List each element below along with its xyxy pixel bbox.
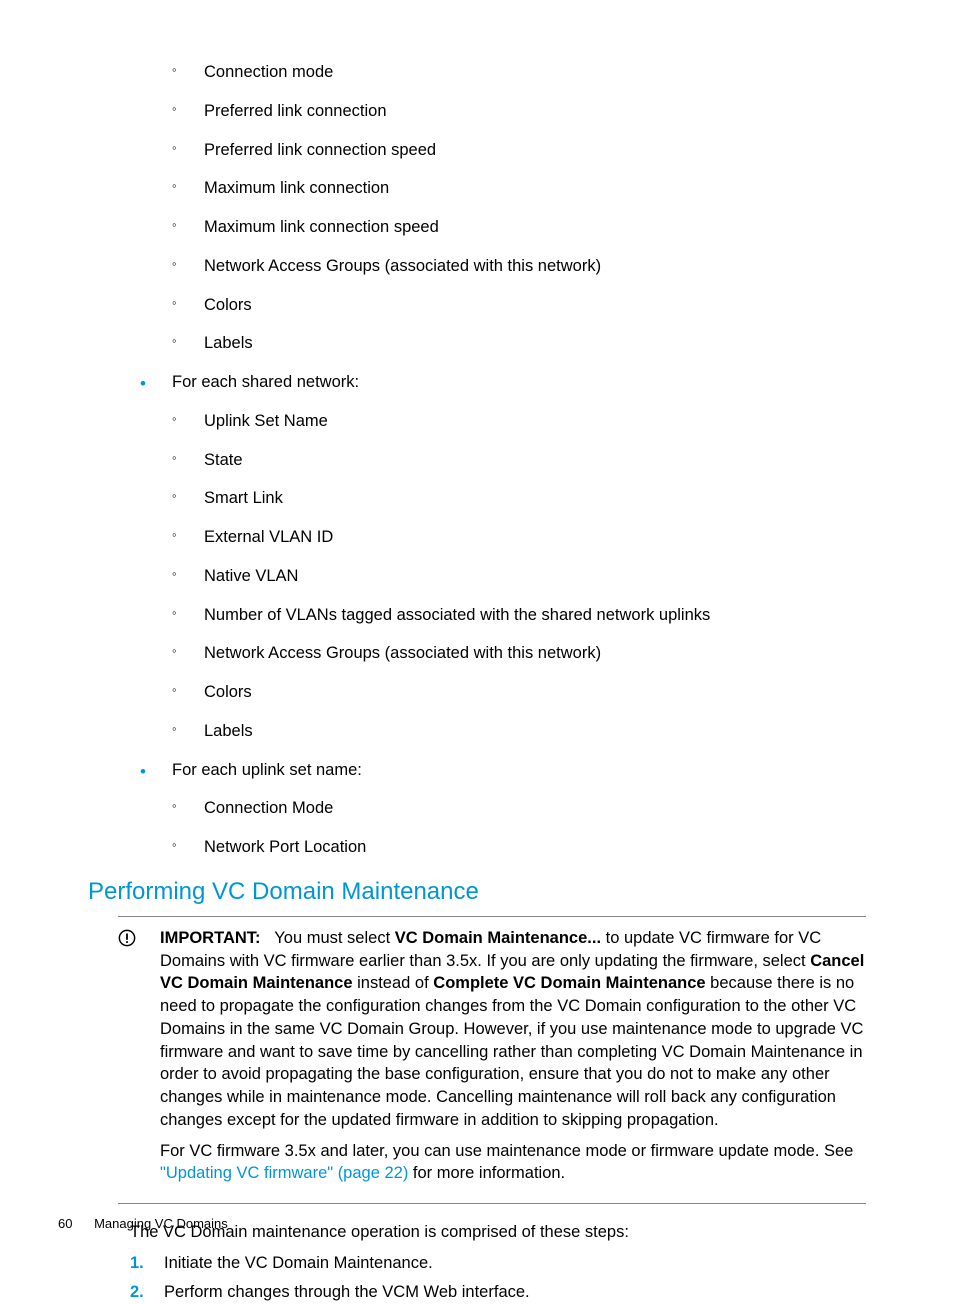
page-content: Connection mode Preferred link connectio… (88, 60, 866, 1304)
list-item: Colors (172, 680, 866, 705)
list-item: Maximum link connection speed (172, 215, 866, 240)
list-item: Colors (172, 293, 866, 318)
list-item: Preferred link connection speed (172, 138, 866, 163)
important-box: IMPORTANT: You must select VC Domain Mai… (118, 916, 866, 1204)
step-item: 2. Perform changes through the VCM Web i… (130, 1280, 866, 1304)
list-item-uplink-set: For each uplink set name: (140, 758, 866, 783)
list-item: Network Port Location (172, 835, 866, 860)
bold-text: Complete VC Domain Maintenance (433, 974, 705, 992)
chapter-title: Managing VC Domains (94, 1216, 228, 1231)
section-heading: Performing VC Domain Maintenance (88, 878, 866, 906)
list-item: Connection mode (172, 60, 866, 85)
steps-list: 1. Initiate the VC Domain Maintenance. 2… (130, 1251, 866, 1304)
text: for more information. (408, 1164, 565, 1182)
important-text: IMPORTANT: You must select VC Domain Mai… (160, 927, 866, 1193)
link-updating-vc-firmware[interactable]: "Updating VC firmware" (page 22) (160, 1164, 408, 1182)
text: You must select (274, 929, 394, 947)
page-footer: 60 Managing VC Domains (58, 1216, 228, 1231)
list-item: External VLAN ID (172, 525, 866, 550)
text: For VC firmware 3.5x and later, you can … (160, 1142, 853, 1160)
text: because there is no need to propagate th… (160, 974, 863, 1129)
list-item: State (172, 448, 866, 473)
list-item: Network Access Groups (associated with t… (172, 254, 866, 279)
list-item: Labels (172, 719, 866, 744)
list-item: Connection Mode (172, 796, 866, 821)
text: instead of (353, 974, 434, 992)
body-paragraph: The VC Domain maintenance operation is c… (130, 1220, 866, 1245)
list-item: Uplink Set Name (172, 409, 866, 434)
list-item: Maximum link connection (172, 176, 866, 201)
step-number: 1. (130, 1251, 144, 1276)
list-item: Number of VLANs tagged associated with t… (172, 603, 866, 628)
page-number: 60 (58, 1216, 72, 1231)
sublist-group1: Connection mode Preferred link connectio… (88, 60, 866, 356)
outer-list-2: For each shared network: (88, 370, 866, 395)
bold-text: VC Domain Maintenance... (395, 929, 601, 947)
list-item: Native VLAN (172, 564, 866, 589)
step-text: Initiate the VC Domain Maintenance. (164, 1254, 433, 1272)
sublist-group3: Connection Mode Network Port Location (88, 796, 866, 860)
important-icon (118, 929, 136, 947)
list-item: Network Access Groups (associated with t… (172, 641, 866, 666)
list-item: Preferred link connection (172, 99, 866, 124)
important-label: IMPORTANT: (160, 929, 261, 947)
list-item-shared-network: For each shared network: (140, 370, 866, 395)
step-item: 1. Initiate the VC Domain Maintenance. (130, 1251, 866, 1276)
step-number: 2. (130, 1280, 144, 1304)
outer-list-3: For each uplink set name: (88, 758, 866, 783)
list-item: Labels (172, 331, 866, 356)
step-text: Perform changes through the VCM Web inte… (164, 1283, 530, 1301)
sublist-group2: Uplink Set Name State Smart Link Externa… (88, 409, 866, 744)
list-item: Smart Link (172, 486, 866, 511)
